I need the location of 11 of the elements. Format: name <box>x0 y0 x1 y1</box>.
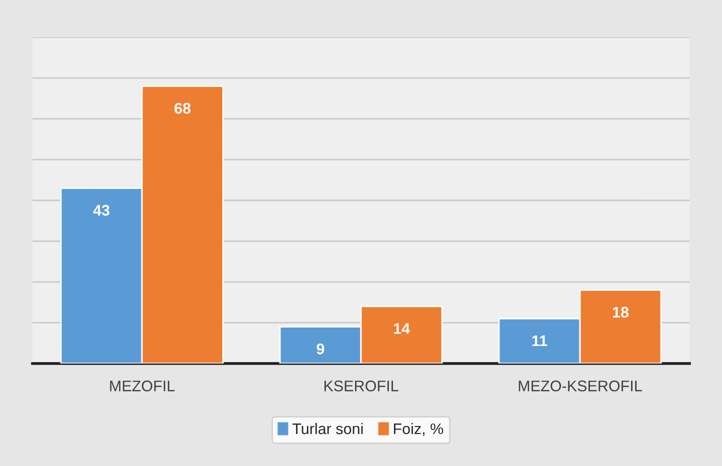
legend-label: Turlar soni <box>292 422 363 434</box>
data-label: 9 <box>316 344 324 354</box>
data-label: 18 <box>612 306 629 318</box>
legend-label: Foiz, % <box>394 422 444 436</box>
x-tick-label: MEZOFIL <box>110 380 175 392</box>
data-label: 68 <box>174 102 191 114</box>
x-tick-label: MEZO-KSEROFIL <box>518 380 642 392</box>
data-label: 14 <box>394 323 410 334</box>
data-label: 11 <box>532 336 548 346</box>
data-label: 43 <box>93 204 110 216</box>
x-tick-label: KSEROFIL <box>324 380 398 392</box>
